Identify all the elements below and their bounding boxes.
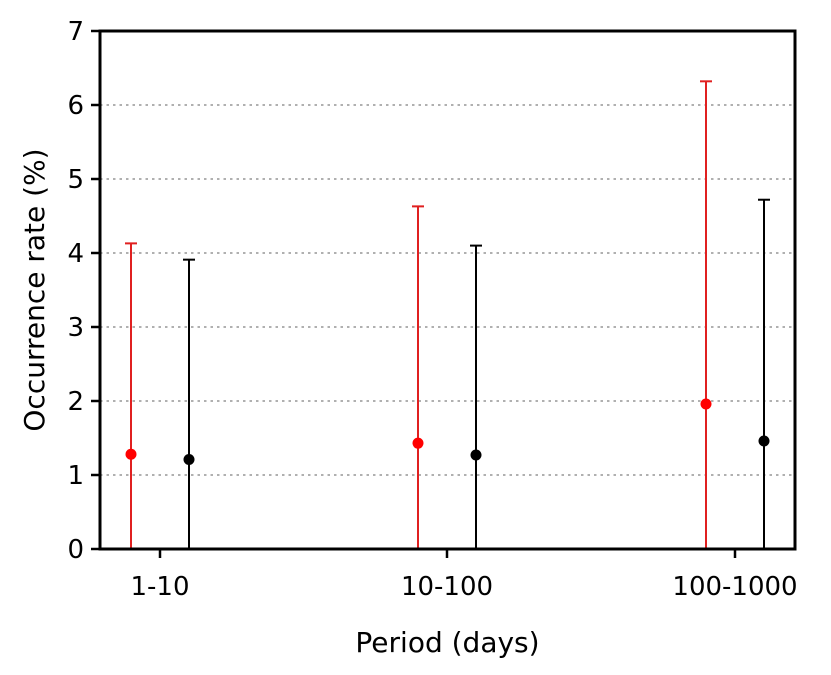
data-point	[758, 435, 770, 447]
plot-frame	[98, 29, 797, 551]
y-tick-label: 1	[67, 461, 84, 491]
y-axis-ticks: 0 1 2 3 4 5 6 7	[67, 17, 100, 565]
y-tick-label: 6	[67, 91, 84, 121]
gridlines	[100, 104, 795, 476]
data-point	[470, 449, 482, 461]
data-points	[125, 398, 770, 465]
error-bars	[125, 80, 770, 549]
y-tick-label: 0	[67, 535, 84, 565]
data-point	[183, 453, 195, 465]
x-axis-ticks: 1-10 10-100 100-1000	[130, 549, 798, 602]
data-point	[700, 398, 712, 410]
x-tick-label: 1-10	[130, 572, 189, 602]
data-point	[125, 448, 137, 460]
y-tick-label: 5	[67, 165, 84, 195]
y-tick-label: 2	[67, 387, 84, 417]
y-tick-label: 7	[67, 17, 84, 47]
x-tick-label: 10-100	[401, 572, 493, 602]
y-tick-label: 3	[67, 313, 84, 343]
x-axis-title: Period (days)	[355, 626, 539, 659]
data-point	[412, 437, 424, 449]
x-tick-label: 100-1000	[672, 572, 797, 602]
y-axis-title: Occurrence rate (%)	[18, 148, 51, 431]
y-tick-label: 4	[67, 239, 84, 269]
